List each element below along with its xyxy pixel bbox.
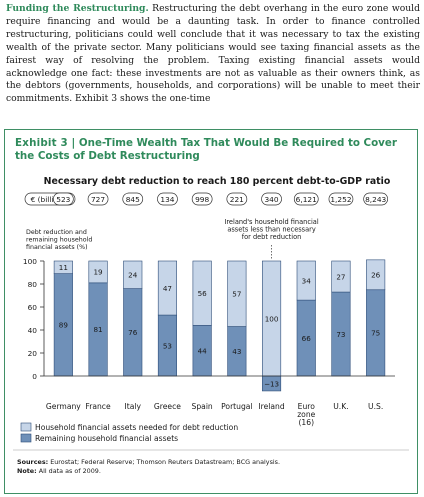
data-label-needed: 26	[371, 271, 381, 280]
y-tick-label: 20	[28, 349, 38, 358]
x-tick-label: Italy	[125, 402, 142, 411]
bar-needed-for-reduction	[331, 260, 351, 293]
x-tick-label: Portugal	[221, 402, 252, 411]
chart-title: Necessary debt reduction to reach 180 pe…	[44, 176, 391, 187]
debt-reduction-oval	[122, 192, 144, 206]
bar-needed-for-reduction	[53, 260, 73, 274]
debt-reduction-value: 134	[160, 195, 174, 204]
bar-needed-for-reduction	[192, 260, 212, 326]
debt-reduction-oval	[261, 192, 282, 206]
data-label-remaining: 75	[371, 329, 380, 338]
debt-reduction-value: 845	[126, 195, 140, 204]
debt-reduction-value: 6,121	[296, 195, 317, 204]
legend-label: Remaining household financial assets	[35, 434, 178, 443]
x-tick-label: Ireland	[258, 402, 284, 411]
debt-reduction-oval	[226, 192, 248, 206]
data-label-remaining: 44	[198, 347, 208, 356]
bar-needed-for-reduction	[123, 260, 143, 289]
bar-needed-for-reduction	[227, 260, 247, 327]
stacked-bar-chart: Necessary debt reduction to reach 180 pe…	[13, 176, 409, 475]
exhibit-box: Exhibit 3 | One-Time Wealth Tax That Wou…	[4, 129, 418, 494]
paragraph-text: Restructuring the debt overhang in the e…	[6, 3, 420, 105]
debt-reduction-oval	[191, 192, 213, 206]
y-tick-label: 40	[28, 326, 38, 335]
annotation-text: Ireland's household financial	[224, 218, 318, 226]
debt-reduction-oval	[363, 192, 388, 206]
x-tick-label: Spain	[192, 402, 213, 411]
bar-needed-for-reduction	[157, 260, 177, 316]
data-label-remaining: 53	[163, 341, 172, 350]
sources-text: Sources: Eurostat; Federal Reserve; Thom…	[17, 458, 280, 466]
data-label-remaining: 73	[336, 330, 345, 339]
bar-needed-for-reduction	[366, 259, 386, 291]
data-label-remaining: −13	[264, 379, 279, 388]
data-label-needed: 100	[265, 314, 279, 323]
legend-swatch	[20, 422, 32, 432]
debt-reduction-value: 727	[91, 195, 105, 204]
x-tick-label: Germany	[46, 402, 81, 411]
debt-reduction-value: 998	[195, 195, 209, 204]
x-tick-label: (16)	[298, 418, 314, 427]
debt-reduction-oval	[52, 192, 74, 206]
y-tick-label: 80	[28, 280, 38, 289]
data-label-needed: 11	[59, 263, 68, 272]
annotation-text: assets less than necessary	[227, 226, 316, 234]
y-axis-label: financial assets (%)	[26, 244, 88, 251]
exhibit-title: Exhibit 3 | One-Time Wealth Tax That Wou…	[15, 137, 410, 163]
data-label-needed: 19	[93, 268, 103, 277]
note-text: Note: All data as of 2009.	[17, 467, 101, 475]
debt-reduction-oval	[328, 192, 354, 206]
y-tick-label: 100	[23, 257, 37, 266]
bar-needed-for-reduction	[296, 260, 316, 301]
data-label-needed: 56	[198, 289, 208, 298]
data-label-remaining: 43	[232, 347, 241, 356]
section-lead: Funding the Restructuring.	[6, 3, 149, 14]
debt-reduction-oval	[293, 192, 319, 206]
y-axis-label: remaining household	[26, 237, 92, 244]
y-axis-label: Debt reduction and	[26, 229, 87, 236]
body-paragraph: Funding the Restructuring. Restructuring…	[6, 3, 420, 106]
debt-reduction-oval	[157, 192, 178, 206]
debt-reduction-value: 1,252	[330, 195, 351, 204]
y-tick-label: 60	[28, 303, 38, 312]
data-label-needed: 57	[232, 290, 241, 299]
data-label-remaining: 81	[93, 325, 102, 334]
x-tick-label: zone	[297, 410, 315, 419]
data-label-needed: 47	[163, 284, 172, 293]
debt-reduction-oval	[87, 192, 109, 206]
y-tick-label: 0	[32, 372, 37, 381]
x-tick-label: Euro	[298, 402, 316, 411]
debt-reduction-value: 221	[230, 195, 244, 204]
data-label-remaining: 76	[128, 328, 138, 337]
x-tick-label: U.S.	[368, 402, 383, 411]
debt-reduction-value: 523	[56, 195, 70, 204]
data-label-remaining: 66	[302, 334, 312, 343]
x-tick-label: France	[85, 402, 111, 411]
unit-label: € (billions)	[31, 195, 70, 204]
annotation-text: for debt reduction	[242, 233, 302, 241]
data-label-needed: 24	[128, 271, 138, 280]
legend-label: Household financial assets needed for de…	[35, 423, 238, 432]
x-tick-label: Greece	[154, 402, 181, 411]
bar-needed-for-reduction	[88, 260, 108, 284]
data-label-needed: 27	[336, 272, 345, 281]
exhibit-title-text: One-Time Wealth Tax That Would Be Requir…	[15, 137, 397, 162]
exhibit-number: Exhibit 3	[15, 137, 68, 149]
data-label-remaining: 89	[59, 321, 69, 330]
debt-reduction-value: 8,243	[365, 195, 386, 204]
x-tick-label: U.K.	[333, 402, 348, 411]
data-label-needed: 34	[302, 276, 312, 285]
debt-reduction-value: 340	[264, 195, 278, 204]
legend-swatch	[20, 433, 32, 443]
exhibit-separator: |	[67, 137, 79, 149]
